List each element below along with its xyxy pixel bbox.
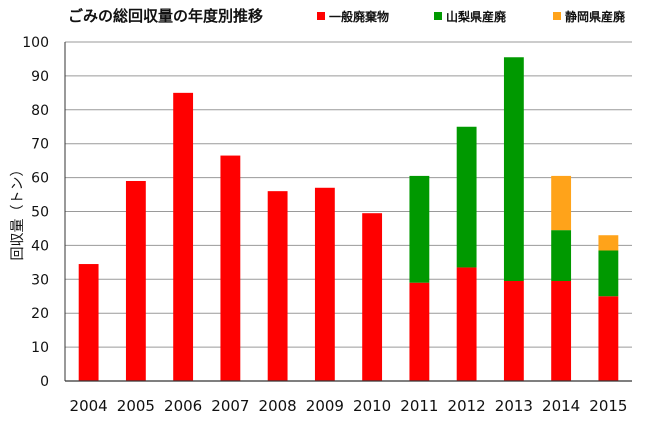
x-tick-label: 2008	[259, 397, 297, 415]
x-tick-label: 2005	[117, 397, 155, 415]
y-tick-label: 60	[31, 171, 49, 187]
bar-segment	[125, 180, 146, 381]
legend-label: 静岡県産廃	[565, 9, 626, 24]
legend-label: 山梨県産廃	[446, 9, 507, 24]
y-tick-label: 40	[31, 238, 49, 254]
bar-segment	[314, 187, 335, 381]
bar-segment	[551, 230, 572, 281]
bar-segment	[551, 175, 572, 231]
y-tick-label: 0	[40, 374, 49, 390]
x-tick-label: 2011	[400, 397, 438, 415]
y-tick-label: 90	[31, 69, 49, 85]
x-tick-label: 2006	[164, 397, 202, 415]
axes	[64, 42, 632, 382]
legend-label: 一般廃棄物	[329, 9, 389, 24]
y-tick-label: 70	[31, 137, 49, 153]
x-tick-label: 2010	[353, 397, 391, 415]
y-tick-label: 10	[31, 340, 49, 356]
x-tick-label: 2013	[495, 397, 533, 415]
chart-title: ごみの総回収量の年度別推移	[68, 7, 263, 25]
legend-swatch	[434, 12, 442, 20]
bar-segment	[598, 235, 619, 251]
bar-segment	[598, 296, 619, 381]
x-tick-labels: 2004 2005 2006 2007 2008 2009 2010 2011 2012 2013…	[70, 397, 628, 415]
y-tick-label: 20	[31, 306, 49, 322]
legend-swatch	[553, 12, 561, 20]
x-tick-label: 2007	[211, 397, 249, 415]
y-tick-label: 80	[31, 103, 49, 119]
bar-segment	[456, 267, 477, 381]
bar-segment	[220, 155, 241, 381]
x-tick-label: 2014	[542, 397, 580, 415]
bar-segment	[598, 250, 619, 297]
y-tick-label: 100	[22, 35, 49, 51]
bar-segment	[551, 280, 572, 381]
y-tick-label: 50	[31, 205, 49, 221]
y-axis-label: 回収量（トン）	[10, 163, 26, 261]
bar-segment	[267, 191, 288, 381]
y-tick-labels: 0 10 20 30 40 50 60 70 80 90 100	[22, 35, 49, 390]
bar-segment	[362, 213, 383, 381]
bar-segment	[456, 126, 477, 268]
y-tick-label: 30	[31, 272, 49, 288]
x-tick-label: 2012	[448, 397, 486, 415]
legend: 一般廃棄物 山梨県産廃 静岡県産廃	[317, 9, 626, 24]
bar-segment	[503, 280, 524, 381]
bars	[78, 57, 619, 381]
bar-segment	[409, 175, 430, 283]
x-tick-label: 2015	[589, 397, 627, 415]
x-tick-label: 2009	[306, 397, 344, 415]
x-tick-label: 2004	[70, 397, 108, 415]
bar-segment	[409, 282, 430, 381]
gridlines	[65, 41, 632, 382]
bar-segment	[173, 92, 194, 381]
bar-segment	[78, 264, 99, 381]
legend-swatch	[317, 12, 325, 20]
bar-segment	[503, 57, 524, 281]
